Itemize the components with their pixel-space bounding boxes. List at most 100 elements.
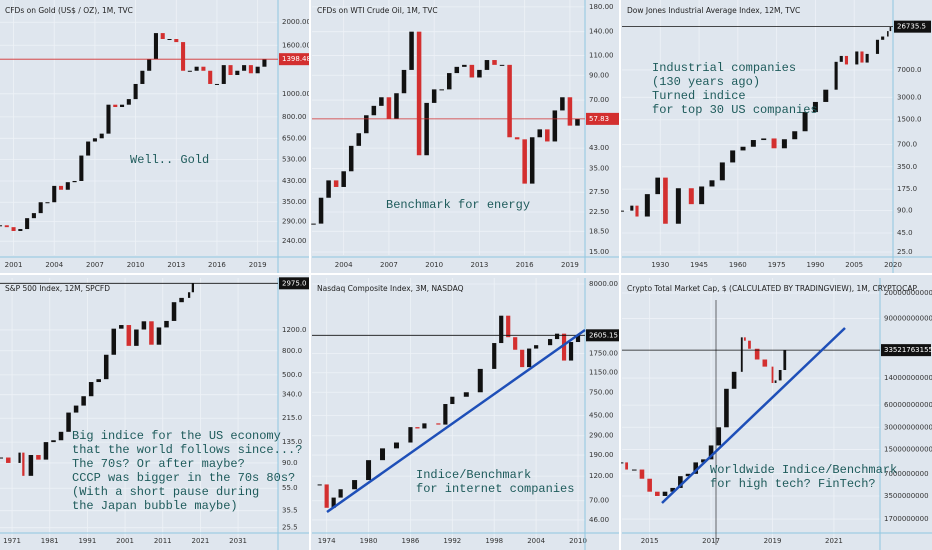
- annotation: that the world follows since...?: [72, 443, 302, 457]
- panel-title: CFDs on WTI Crude Oil, 1M, TVC: [317, 6, 438, 15]
- x-tick-label: 1974: [318, 537, 336, 545]
- candle: [477, 69, 482, 78]
- candle: [675, 188, 681, 224]
- trend-line: [661, 327, 846, 504]
- candle: [620, 462, 624, 464]
- candle: [655, 177, 661, 195]
- candle: [463, 392, 469, 397]
- candle: [781, 139, 787, 149]
- candle: [248, 65, 253, 74]
- candle: [730, 150, 736, 163]
- candle: [454, 66, 460, 74]
- price-label: 1398.48: [282, 55, 311, 63]
- trend-line: [326, 328, 586, 514]
- price-label: 2605.15: [589, 331, 618, 339]
- candle: [380, 448, 386, 461]
- y-tick-label: 1600.00: [282, 41, 311, 49]
- y-tick-label: 215.0: [282, 414, 302, 422]
- x-tick-label: 1990: [807, 261, 825, 269]
- candle: [881, 36, 885, 40]
- candle: [522, 139, 527, 184]
- candle: [462, 64, 467, 67]
- candle: [678, 476, 683, 488]
- x-tick-label: 1981: [41, 537, 59, 545]
- candle: [761, 138, 767, 141]
- y-tick-label: 900000000000: [884, 315, 932, 323]
- candle: [844, 55, 849, 65]
- candle: [255, 66, 260, 74]
- candle: [379, 97, 384, 106]
- candle: [416, 31, 422, 156]
- panel-title: Crypto Total Market Cap, $ (CALCULATED B…: [627, 284, 917, 293]
- x-tick-label: 2021: [191, 537, 209, 545]
- candle: [647, 478, 652, 492]
- y-tick-label: 15000000000: [884, 445, 932, 453]
- candle: [618, 210, 624, 212]
- candle: [88, 382, 94, 397]
- candle: [167, 39, 172, 41]
- price-label-box: [586, 112, 619, 125]
- x-tick-label: 2004: [335, 261, 353, 269]
- price-label-box: [881, 344, 931, 357]
- candle: [187, 70, 192, 72]
- candle: [477, 368, 483, 393]
- price-label: 335217631550: [884, 346, 932, 354]
- y-tick-label: 3500000000: [884, 492, 929, 500]
- candle: [783, 350, 787, 371]
- y-tick-label: 135.0: [282, 438, 302, 446]
- y-tick-label: 8000.00: [589, 280, 618, 288]
- candle: [181, 42, 186, 71]
- candle: [865, 53, 869, 63]
- candle: [575, 118, 580, 126]
- y-tick-label: 70.00: [589, 96, 609, 104]
- x-tick-label: 2011: [154, 537, 172, 545]
- y-tick-label: 43.00: [589, 144, 609, 152]
- x-tick-label: 2013: [167, 261, 185, 269]
- candle: [79, 155, 84, 181]
- candle: [422, 423, 427, 429]
- y-tick-label: 15.00: [589, 248, 609, 256]
- y-tick-label: 46.00: [589, 516, 609, 524]
- y-tick-label: 750.00: [589, 388, 614, 396]
- candle: [655, 491, 660, 496]
- candle: [81, 396, 86, 406]
- candle: [771, 138, 777, 149]
- price-label: 26735.5: [897, 23, 926, 31]
- candle: [743, 337, 746, 341]
- candle: [875, 39, 880, 54]
- candle: [51, 440, 56, 443]
- candle: [507, 64, 512, 138]
- candle: [415, 427, 420, 429]
- y-tick-label: 700.0: [897, 140, 917, 148]
- panel-title: Dow Jones Industrial Average Index, 12M,…: [627, 6, 800, 15]
- y-tick-label: 1700000000: [884, 515, 929, 523]
- y-tick-label: 70.00: [589, 497, 609, 505]
- x-tick-label: 2007: [380, 261, 398, 269]
- candle: [839, 55, 843, 62]
- candle: [567, 97, 573, 126]
- y-tick-label: 450.00: [589, 412, 614, 420]
- candle: [99, 133, 104, 139]
- candle: [43, 442, 49, 460]
- candle: [191, 283, 194, 293]
- candle: [18, 452, 21, 463]
- x-tick-label: 1945: [690, 261, 708, 269]
- candle: [52, 185, 57, 203]
- price-label: 2975.0: [282, 279, 307, 287]
- candle: [446, 73, 452, 90]
- panel-title: CFDs on Gold (US$ / OZ), 1M, TVC: [5, 6, 133, 15]
- candle: [140, 70, 145, 84]
- candle: [86, 141, 91, 156]
- candle: [352, 480, 358, 490]
- x-tick-label: 2016: [516, 261, 534, 269]
- candle: [534, 345, 539, 349]
- candle: [317, 484, 322, 486]
- x-tick-label: 2015: [641, 537, 659, 545]
- candle: [545, 129, 550, 142]
- candle: [552, 110, 558, 142]
- candle: [348, 145, 354, 172]
- y-tick-label: 90.0: [282, 459, 298, 467]
- candle: [386, 97, 392, 119]
- y-tick-label: 190.00: [589, 451, 614, 459]
